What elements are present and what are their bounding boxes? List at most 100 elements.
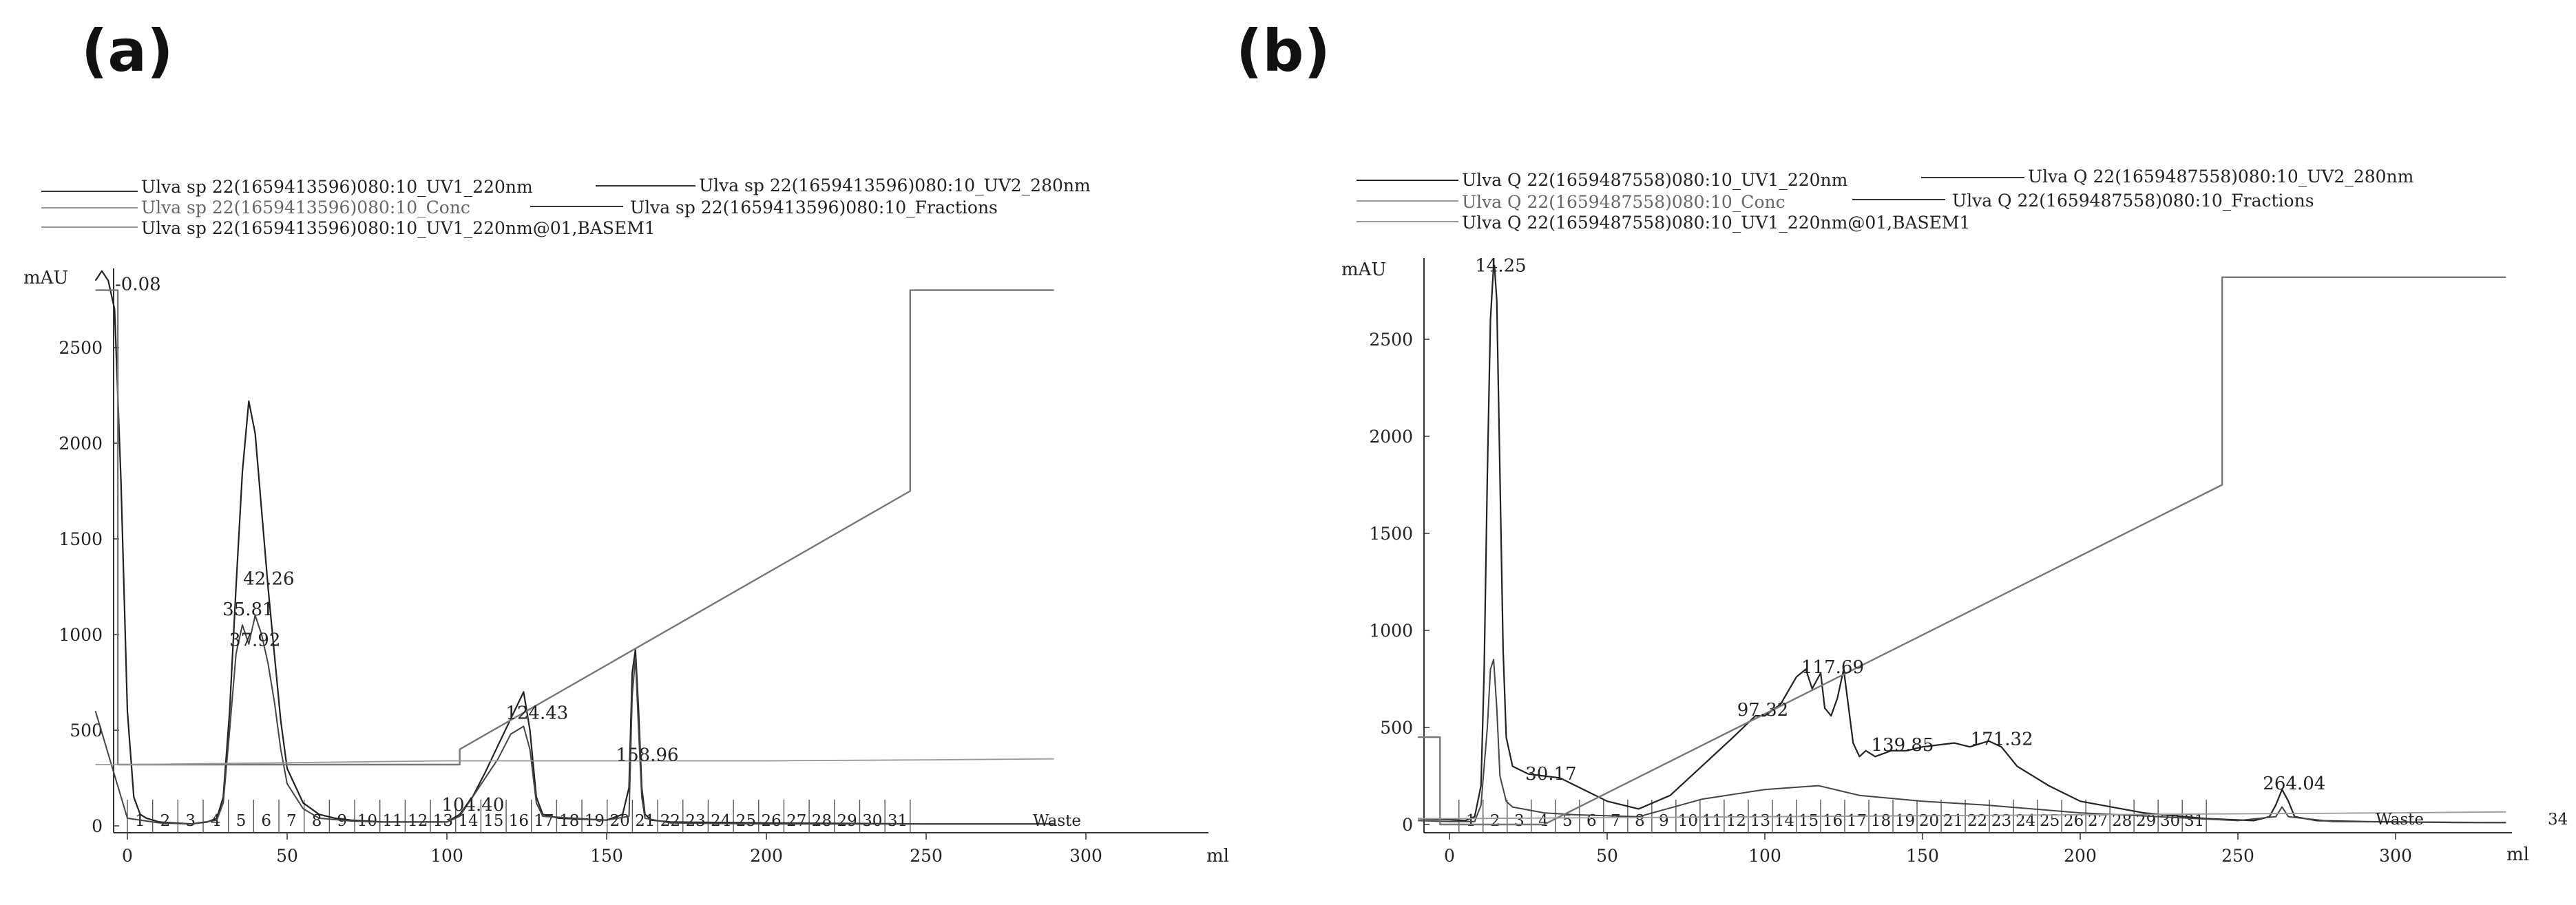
series-line-1 <box>1418 264 2506 824</box>
fraction-label: 6 <box>261 812 271 830</box>
fractions-a: 1 2 3 4 5 6 7 8 9 10 11 12 13 14 15 16 17 18 19 20 21 22 23 24 2… <box>127 800 911 833</box>
fraction-label: 27 <box>786 812 806 830</box>
fraction-label: 15 <box>483 812 503 830</box>
x-tick-label: 50 <box>276 846 298 866</box>
y-tick-label: 500 <box>1380 718 1413 738</box>
fraction-label: 31 <box>888 812 908 830</box>
x-tick-label: 50 <box>1596 846 1618 866</box>
chart-panel-b: Ulva Q 22(1659487558)080:10_UV1_220nm Ul… <box>1341 167 2568 866</box>
series-a <box>94 270 1054 825</box>
y-tick-label: 2500 <box>1369 330 1413 350</box>
x-tick-label: 300 <box>1069 846 1102 866</box>
legend-b-uv1: Ulva Q 22(1659487558)080:10_UV1_220nm <box>1462 170 1848 190</box>
fraction-label: 29 <box>837 812 857 830</box>
peak-label: 171.32 <box>1971 729 2033 749</box>
chart-panel-a: Ulva sp 22(1659413596)080:10_UV1_220nm U… <box>23 175 1229 866</box>
x-tick-label: 150 <box>1906 846 1939 866</box>
legend-b-conc: Ulva Q 22(1659487558)080:10_Conc <box>1462 192 1786 212</box>
peak-label: 37.92 <box>229 630 280 651</box>
fraction-label: 29 <box>2136 812 2156 830</box>
y-tick-label: 1500 <box>1369 524 1413 544</box>
legend-a-uv1: Ulva sp 22(1659413596)080:10_UV1_220nm <box>141 177 533 197</box>
fraction-label: 31 <box>2184 812 2204 830</box>
peak-label: 139.85 <box>1872 735 1934 756</box>
fraction-label: 23 <box>685 812 705 830</box>
series-line-3 <box>1418 276 2506 826</box>
fraction-label: 4 <box>1538 812 1549 830</box>
fraction-label: 5 <box>236 812 247 830</box>
fraction-label: 11 <box>1702 812 1722 830</box>
y-tick-label: 0 <box>92 816 103 836</box>
fraction-label: 3 <box>185 812 196 830</box>
fraction-label: 18 <box>559 812 579 830</box>
peak-label: 35.81 <box>222 599 273 620</box>
legend-b-basem: Ulva Q 22(1659487558)080:10_UV1_220nm@01… <box>1462 213 1970 233</box>
y-tick-label: 500 <box>70 721 103 741</box>
x-tick-label: 200 <box>750 846 783 866</box>
axes-a: 0 500 1000 1500 2000 2500 0 50 100 150 200 250 300 <box>59 268 1208 866</box>
fraction-label: 30 <box>862 812 882 830</box>
fraction-label: 7 <box>286 812 297 830</box>
x-tick-label: 150 <box>590 846 623 866</box>
fraction-label: 18 <box>1871 812 1891 830</box>
fraction-label: 12 <box>1726 812 1746 830</box>
xlabel-b: ml <box>2506 844 2529 865</box>
fraction-label: 8 <box>312 812 322 830</box>
series-line-2 <box>94 615 1054 825</box>
fraction-label: 19 <box>585 812 605 830</box>
x-tick-label: 250 <box>2221 846 2254 866</box>
axes-b: 0 500 1000 1500 2000 2500 0 50 100 150 200 250 300 <box>1369 258 2512 866</box>
peak-label: -0.08 <box>115 275 161 295</box>
legend-a-conc: Ulva sp 22(1659413596)080:10_Conc <box>141 198 470 217</box>
panel-label-b: (b) <box>1236 17 1330 85</box>
legend-b: Ulva Q 22(1659487558)080:10_UV1_220nm Ul… <box>1357 167 2414 233</box>
series-b <box>1418 264 2506 826</box>
fraction-label: 24 <box>711 812 731 830</box>
fraction-label: 28 <box>812 812 832 830</box>
fraction-label: 17 <box>1847 812 1867 830</box>
legend-b-fractions: Ulva Q 22(1659487558)080:10_Fractions <box>1952 191 2314 211</box>
fraction-label: 9 <box>1659 812 1669 830</box>
y-tick-label: 1000 <box>1369 621 1413 641</box>
fraction-label: 7 <box>1611 812 1621 830</box>
legend-b-uv2: Ulva Q 22(1659487558)080:10_UV2_280nm <box>2028 167 2414 187</box>
legend-a-basem: Ulva sp 22(1659413596)080:10_UV1_220nm@0… <box>141 218 656 238</box>
xlabel-a: ml <box>1206 846 1229 866</box>
ylabel-a: mAU <box>23 268 68 288</box>
fraction-label: 14 <box>1774 812 1794 830</box>
fraction-label: 13 <box>1750 812 1770 830</box>
waste-label-b: Waste <box>2376 811 2424 829</box>
fraction-label: 3 <box>1514 812 1525 830</box>
peak-label: 30.17 <box>1525 764 1576 785</box>
panel-label-a: (a) <box>81 17 173 85</box>
x-tick-label: 250 <box>910 846 943 866</box>
y-tick-label: 2000 <box>59 434 103 454</box>
fraction-label: 2 <box>1490 812 1500 830</box>
x-tick-label: 300 <box>2379 846 2412 866</box>
x-tick-label: 0 <box>122 846 133 866</box>
peak-label: 14.25 <box>1475 255 1526 276</box>
x-tick-label: 0 <box>1444 846 1455 866</box>
fraction-label: 16 <box>509 812 529 830</box>
peak-label: 117.69 <box>1801 657 1864 678</box>
series-line-1 <box>94 270 1054 825</box>
y-tick-label: 2000 <box>1369 427 1413 447</box>
x-tick-label: 100 <box>1748 846 1781 866</box>
fraction-label: 15 <box>1799 812 1819 830</box>
peak-label: 104.40 <box>441 795 504 816</box>
y-tick-label: 1000 <box>59 625 103 645</box>
fraction-label: 20 <box>1919 812 1939 830</box>
ylabel-b: mAU <box>1341 259 1386 280</box>
fraction-label: 5 <box>1562 812 1573 830</box>
series-line-4 <box>1418 811 2506 820</box>
fraction-label: 12 <box>408 812 428 830</box>
fraction-label: 21 <box>1943 812 1963 830</box>
fraction-label: 11 <box>382 812 402 830</box>
legend-a: Ulva sp 22(1659413596)080:10_UV1_220nm U… <box>41 175 1091 238</box>
x-tick-label: 100 <box>430 846 463 866</box>
peak-label: 158.96 <box>616 745 679 765</box>
series-line-2 <box>1418 659 2506 824</box>
peak-labels-b: 14.25 30.17 97.32 117.69 139.85 171.32 264.04 <box>1475 255 2325 794</box>
peak-label: 42.26 <box>243 569 294 590</box>
